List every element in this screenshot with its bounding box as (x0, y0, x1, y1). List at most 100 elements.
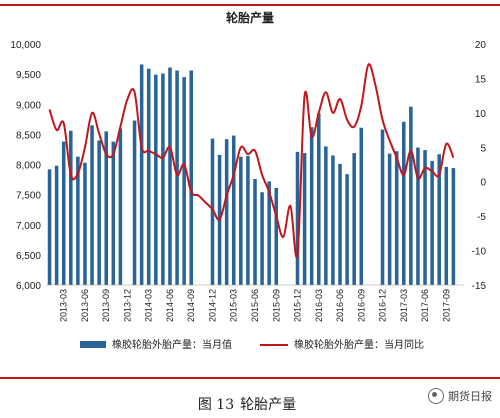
legend-line-label: 橡胶轮胎外胎产量：当月同比 (294, 338, 424, 351)
bar (54, 165, 59, 285)
x-tick-label: 2017-09 (441, 289, 451, 322)
x-tick-label: 2013-06 (80, 289, 90, 322)
chart-title: 轮胎产量 (226, 10, 274, 25)
bar (132, 120, 137, 285)
x-tick-label: 2017-03 (399, 289, 409, 322)
y-right-tick-label: -15 (472, 281, 487, 292)
y-left-tick-label: 8,500 (16, 130, 41, 141)
bar (231, 135, 236, 285)
legend-bar-swatch (80, 341, 106, 348)
bar (210, 138, 215, 285)
bar (316, 113, 321, 285)
bar (430, 160, 434, 285)
y-left-tick-label: 7,000 (16, 221, 41, 232)
y-right-tick-label: -10 (472, 247, 487, 258)
y-left-tick-label: 7,500 (16, 191, 41, 202)
x-tick-label: 2013-12 (122, 289, 132, 322)
left-axis: 6,000 6,500 7,000 7,500 8,000 8,500 9,000 9,500… (10, 40, 41, 292)
bar (182, 77, 186, 285)
bar (416, 147, 420, 285)
x-tick-label: 2017-06 (420, 289, 430, 322)
caption-number: 图 13 (197, 397, 235, 413)
x-tick-label: 2014-06 (165, 289, 175, 322)
bar (267, 181, 271, 285)
bar (146, 68, 151, 285)
yoy-line (48, 63, 455, 259)
line-series (48, 63, 455, 259)
chart: 轮胎产量 6,000 6,500 7,000 7,500 8,000 8,500 9,000… (10, 10, 487, 351)
bar (352, 153, 356, 285)
bar (444, 166, 449, 285)
watermark: 期货日报 (428, 388, 492, 404)
y-left-tick-label: 9,500 (16, 70, 41, 81)
bar (387, 153, 392, 285)
bar (104, 131, 108, 285)
bar (345, 174, 349, 285)
bar (239, 156, 243, 285)
wechat-icon (428, 388, 444, 404)
bar (451, 168, 456, 285)
right-axis: -15 -10 -5 0 5 10 15 20 (472, 40, 487, 292)
bar (246, 156, 250, 285)
bar (402, 121, 406, 285)
x-tick-label: 2014-09 (186, 289, 196, 322)
bar (189, 70, 194, 285)
y-left-tick-label: 9,000 (16, 100, 41, 111)
figure-caption: 图 13 轮胎产量 (0, 394, 500, 414)
bar (302, 153, 307, 285)
legend-bar-label: 橡胶轮胎外胎产量：当月值 (112, 338, 232, 351)
x-tick-label: 2013-09 (101, 289, 111, 322)
bar (253, 178, 257, 285)
legend: 橡胶轮胎外胎产量：当月值 橡胶轮胎外胎产量：当月同比 (80, 338, 424, 351)
x-tick-label: 2016-06 (335, 289, 345, 322)
bar (83, 162, 87, 285)
y-left-tick-label: 10,000 (10, 40, 41, 51)
y-right-tick-label: 20 (475, 40, 487, 51)
bar (97, 140, 101, 285)
y-left-tick-label: 6,500 (16, 251, 41, 262)
watermark-text: 期货日报 (448, 390, 492, 403)
bottom-divider (0, 377, 500, 379)
y-left-tick-label: 6,000 (16, 281, 41, 292)
bar (69, 130, 73, 285)
bar (76, 156, 80, 285)
x-tick-label: 2016-09 (356, 289, 366, 322)
y-right-tick-label: -5 (477, 212, 486, 223)
y-right-tick-label: 0 (480, 178, 486, 189)
bar (111, 141, 116, 285)
bar (161, 73, 165, 286)
bar (90, 125, 94, 286)
y-left-tick-label: 8,000 (16, 161, 41, 172)
bar (47, 169, 52, 285)
y-right-tick-label: 10 (475, 109, 487, 120)
bar (260, 192, 264, 285)
bar-series (46, 64, 464, 286)
bar (437, 154, 441, 285)
bar (139, 64, 144, 285)
x-tick-label: 2016-03 (314, 289, 324, 322)
bar (331, 155, 335, 285)
bar (394, 151, 399, 285)
bar (380, 129, 385, 285)
x-tick-label: 2015-06 (250, 289, 260, 322)
x-tick-label: 2015-09 (271, 289, 281, 322)
x-tick-label: 2015-12 (293, 289, 303, 322)
caption-title: 轮胎产量 (240, 397, 297, 413)
bar (154, 74, 158, 285)
x-tick-label: 2016-12 (378, 289, 388, 322)
top-divider (0, 4, 500, 6)
bar (224, 139, 229, 285)
bar (338, 163, 342, 285)
bar (409, 106, 413, 285)
x-tick-label: 2013-03 (59, 289, 69, 322)
x-tick-label: 2014-03 (144, 289, 154, 322)
bar (324, 146, 328, 285)
x-tick-label: 2015-03 (229, 289, 239, 322)
bar (309, 127, 314, 286)
bar (359, 127, 364, 285)
x-tick-label: 2014-12 (207, 289, 217, 322)
bar (61, 141, 66, 285)
bar (295, 151, 300, 285)
bar (423, 150, 427, 285)
x-axis-labels: 2013-03 2013-06 2013-09 2013-12 2014-03 2014-… (59, 289, 452, 322)
